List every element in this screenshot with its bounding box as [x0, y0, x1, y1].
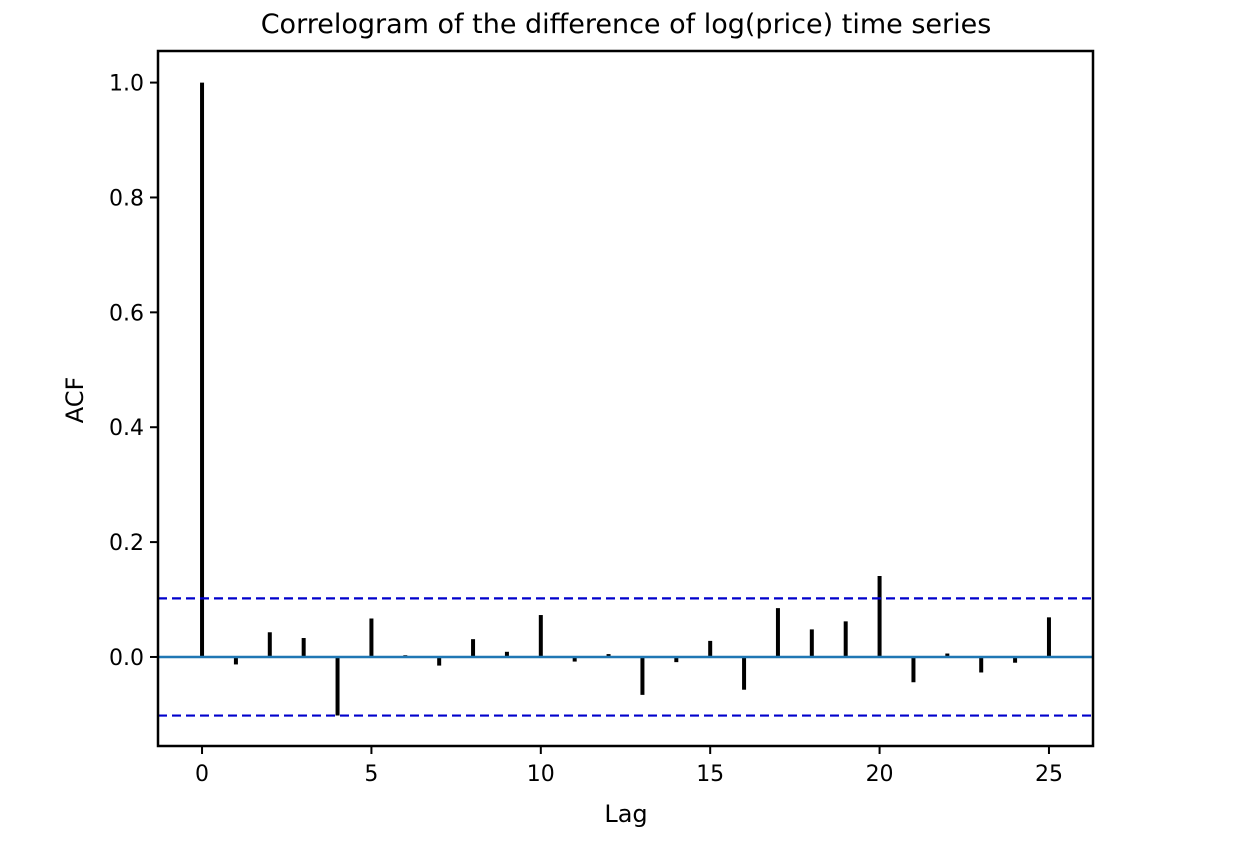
- y-tick-label: 0.2: [109, 531, 144, 556]
- y-tick-label: 0.6: [109, 301, 144, 326]
- x-tick-label: 20: [866, 762, 894, 787]
- x-tick-label: 25: [1035, 762, 1063, 787]
- x-axis-label: Lag: [604, 800, 647, 828]
- y-tick-label: 1.0: [109, 72, 144, 97]
- y-tick-label: 0.0: [109, 646, 144, 671]
- x-tick-label: 10: [527, 762, 555, 787]
- plot-frame: [156, 49, 1095, 748]
- y-tick-label: 0.4: [109, 416, 144, 441]
- y-ticks: 0.0 0.2 0.4 0.6 0.8 1.0: [109, 72, 158, 671]
- y-tick-label: 0.8: [109, 186, 144, 211]
- bars-group: [200, 82, 1051, 716]
- x-tick-label: 5: [364, 762, 378, 787]
- chart-title: Correlogram of the difference of log(pri…: [261, 9, 992, 40]
- x-tick-label: 0: [195, 762, 209, 787]
- x-ticks: 0 5 10 15 20 25: [195, 746, 1063, 787]
- x-tick-label: 15: [696, 762, 724, 787]
- y-axis-label: ACF: [61, 377, 89, 424]
